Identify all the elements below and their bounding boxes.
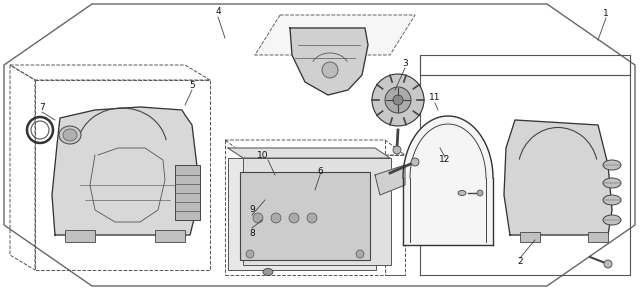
Bar [228,158,376,270]
Text: 8: 8 [249,229,255,238]
Text: 9: 9 [249,206,255,215]
Bar [175,165,200,220]
Circle shape [289,213,299,223]
Ellipse shape [458,191,466,195]
Ellipse shape [63,129,77,141]
Circle shape [385,87,411,113]
Circle shape [271,213,281,223]
Bar [155,230,185,242]
Text: 12: 12 [439,155,451,164]
Circle shape [307,213,317,223]
Ellipse shape [603,215,621,225]
Bar [240,172,370,260]
Polygon shape [255,15,415,55]
Ellipse shape [59,126,81,144]
Circle shape [411,158,419,166]
Polygon shape [228,148,390,158]
Circle shape [477,190,483,196]
Circle shape [356,250,364,258]
Text: 7: 7 [39,102,45,111]
Bar [520,232,540,242]
Polygon shape [290,28,368,95]
Circle shape [246,250,254,258]
Polygon shape [403,116,493,245]
Polygon shape [375,165,405,195]
Polygon shape [504,120,612,235]
Text: 11: 11 [429,93,441,102]
Circle shape [393,146,401,154]
Text: 6: 6 [317,168,323,177]
Bar [65,230,95,242]
Text: 3: 3 [402,59,408,68]
Text: 4: 4 [215,8,221,17]
Bar [243,158,391,265]
Text: 10: 10 [257,151,269,160]
Ellipse shape [603,178,621,188]
Circle shape [604,260,612,268]
Polygon shape [52,107,198,235]
Ellipse shape [263,269,273,276]
Bar [588,232,608,242]
Circle shape [322,62,338,78]
Circle shape [393,95,403,105]
Text: 2: 2 [517,258,523,267]
Text: 1: 1 [603,8,609,17]
Text: 5: 5 [189,81,195,90]
Circle shape [372,74,424,126]
Circle shape [253,213,263,223]
Ellipse shape [603,160,621,170]
Ellipse shape [603,195,621,205]
